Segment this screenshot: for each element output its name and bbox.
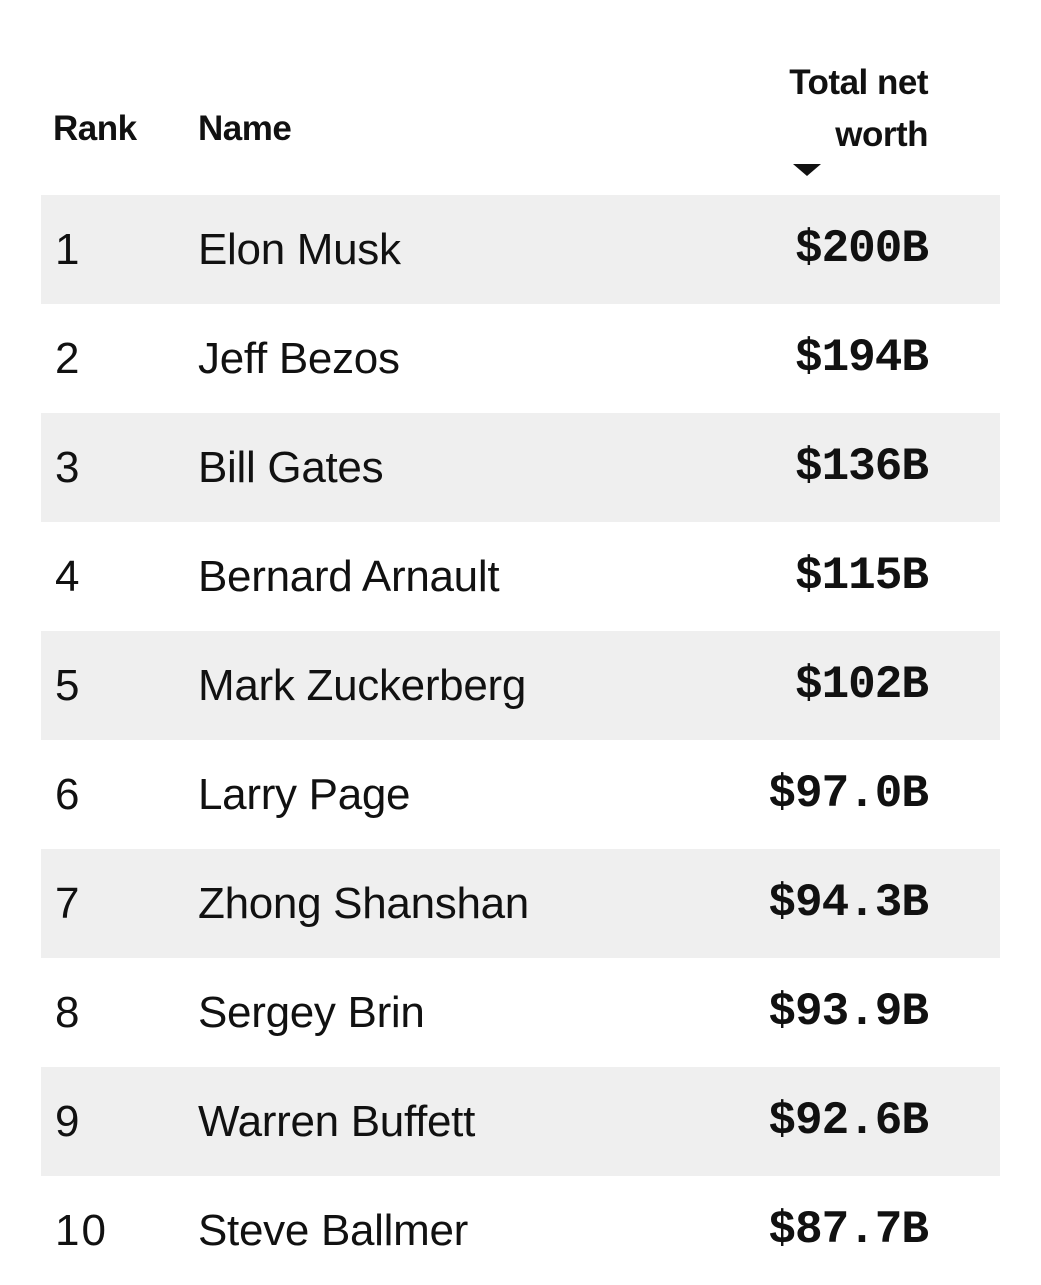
table-row: 2 Jeff Bezos $194B — [41, 304, 1000, 413]
name-cell: Bill Gates — [198, 443, 384, 492]
table-row: 8 Sergey Brin $93.9B — [41, 958, 1000, 1067]
name-cell: Larry Page — [198, 770, 411, 819]
column-header-rank[interactable]: Rank — [53, 109, 137, 148]
caret-down-icon[interactable] — [793, 164, 821, 176]
table-row: 10 Steve Ballmer $87.7B — [41, 1176, 1000, 1285]
name-cell: Elon Musk — [198, 225, 401, 274]
net-worth-cell: $115B — [794, 550, 929, 602]
table-row: 1 Elon Musk $200B — [41, 195, 1000, 304]
name-cell: Bernard Arnault — [198, 552, 500, 601]
net-worth-cell: $97.0B — [768, 768, 929, 820]
net-worth-cell: $102B — [794, 659, 929, 711]
name-cell: Steve Ballmer — [198, 1206, 468, 1255]
net-worth-cell: $200B — [794, 223, 929, 275]
rank-cell: 5 — [55, 661, 82, 710]
column-header-net-worth-line1: Total net — [789, 63, 928, 102]
rank-cell: 1 — [55, 225, 82, 274]
net-worth-table: Rank Name Total net worth 1 Elon Musk $2… — [41, 0, 1000, 1285]
table-row: 7 Zhong Shanshan $94.3B — [41, 849, 1000, 958]
name-cell: Mark Zuckerberg — [198, 661, 527, 710]
rank-cell: 8 — [55, 988, 82, 1037]
rank-cell: 2 — [55, 334, 82, 383]
name-cell: Sergey Brin — [198, 988, 425, 1037]
rank-cell: 4 — [55, 552, 82, 601]
column-header-name[interactable]: Name — [198, 109, 292, 148]
column-header-net-worth-line2: worth — [835, 115, 928, 154]
table-row: 3 Bill Gates $136B — [41, 413, 1000, 522]
name-cell: Warren Buffett — [198, 1097, 476, 1146]
rank-cell: 6 — [55, 770, 82, 819]
rank-cell: 7 — [55, 879, 82, 928]
table-row: 9 Warren Buffett $92.6B — [41, 1067, 1000, 1176]
table-row: 6 Larry Page $97.0B — [41, 740, 1000, 849]
name-cell: Zhong Shanshan — [198, 879, 529, 928]
rank-cell: 10 — [55, 1206, 108, 1255]
table-header: Rank Name Total net worth — [41, 0, 1000, 195]
net-worth-cell: $194B — [794, 332, 929, 384]
rank-cell: 9 — [55, 1097, 82, 1146]
net-worth-cell: $136B — [794, 441, 929, 493]
table-row: 4 Bernard Arnault $115B — [41, 522, 1000, 631]
net-worth-cell: $87.7B — [768, 1204, 929, 1256]
rank-cell: 3 — [55, 443, 82, 492]
column-header-net-worth[interactable]: Total net worth — [789, 57, 928, 161]
name-cell: Jeff Bezos — [198, 334, 400, 383]
net-worth-cell: $92.6B — [768, 1095, 929, 1147]
net-worth-cell: $93.9B — [768, 986, 929, 1038]
net-worth-cell: $94.3B — [768, 877, 929, 929]
table-row: 5 Mark Zuckerberg $102B — [41, 631, 1000, 740]
